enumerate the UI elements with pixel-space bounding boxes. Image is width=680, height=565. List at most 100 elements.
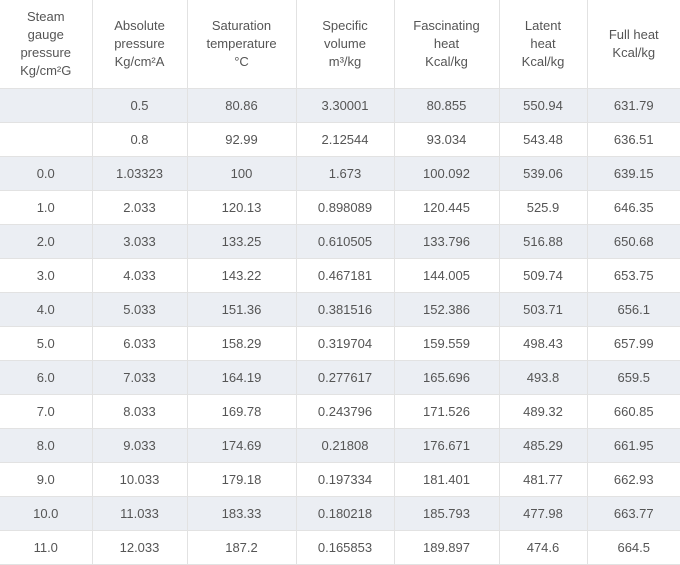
- column-header: Saturation temperature °C: [187, 0, 297, 89]
- table-cell: 631.79: [587, 88, 680, 123]
- table-cell: 2.12544: [296, 122, 395, 157]
- column-header-line: Kg/cm²A: [114, 54, 165, 69]
- column-header-line: gauge: [27, 27, 64, 42]
- table-cell: 0.898089: [296, 190, 395, 225]
- table-cell: 539.06: [499, 156, 588, 191]
- table-cell: 636.51: [587, 122, 680, 157]
- table-cell: 5.0: [0, 326, 93, 361]
- table-cell: 171.526: [394, 394, 500, 429]
- column-header: Full heat Kcal/kg: [587, 0, 680, 89]
- table-cell: 0.381516: [296, 292, 395, 327]
- table-cell: 474.6: [499, 530, 588, 565]
- table-cell: 11.033: [92, 496, 188, 531]
- column-header: Absolute pressure Kg/cm²A: [92, 0, 188, 89]
- table-cell: 179.18: [187, 462, 297, 497]
- table-cell: 9.0: [0, 462, 93, 497]
- table-cell: 664.5: [587, 530, 680, 565]
- table-cell: 550.94: [499, 88, 588, 123]
- table-row: 3.0 4.033 143.22 0.467181 144.005 509.74 653.7…: [0, 258, 680, 293]
- column-header-line: Latent: [524, 18, 562, 33]
- table-cell: 646.35: [587, 190, 680, 225]
- table-cell: 5.033: [92, 292, 188, 327]
- table-cell: 0.21808: [296, 428, 395, 463]
- table-cell: 189.897: [394, 530, 500, 565]
- column-header: Specific volume m³/kg: [296, 0, 395, 89]
- table-cell: 661.95: [587, 428, 680, 463]
- column-header-line: heat: [530, 36, 556, 51]
- table-cell: 181.401: [394, 462, 500, 497]
- table-row: 0.8 92.99 2.12544 93.034 543.48 636.51: [0, 122, 680, 157]
- column-header-line: Specific: [322, 18, 368, 33]
- table-cell: 489.32: [499, 394, 588, 429]
- table-cell: 144.005: [394, 258, 500, 293]
- table-cell: 493.8: [499, 360, 588, 395]
- table-row: 10.0 11.033 183.33 0.180218 185.793 477.98 663…: [0, 496, 680, 531]
- table-cell: 133.25: [187, 224, 297, 259]
- table-cell: 650.68: [587, 224, 680, 259]
- table-cell: 100.092: [394, 156, 500, 191]
- table-cell: 164.19: [187, 360, 297, 395]
- table-cell: 660.85: [587, 394, 680, 429]
- column-header-line: volume: [324, 36, 366, 51]
- column-header: Steam gauge pressure Kg/cm²G: [0, 0, 93, 89]
- table-cell: 6.0: [0, 360, 93, 395]
- table-row: 4.0 5.033 151.36 0.381516 152.386 503.71 656.1: [0, 292, 680, 327]
- table-row: 0.5 80.86 3.30001 80.855 550.94 631.79: [0, 88, 680, 123]
- table-cell: 3.033: [92, 224, 188, 259]
- table-row: 9.0 10.033 179.18 0.197334 181.401 481.77 662.…: [0, 462, 680, 497]
- column-header-line: Kcal/kg: [521, 54, 565, 69]
- table-cell: 503.71: [499, 292, 588, 327]
- table-cell: 187.2: [187, 530, 297, 565]
- table-cell: 0.319704: [296, 326, 395, 361]
- column-header-line: Saturation: [211, 18, 272, 33]
- table-row: 0.0 1.03323 100 1.673 100.092 539.06 639.15: [0, 156, 680, 191]
- table-cell: 92.99: [187, 122, 297, 157]
- table-cell: 151.36: [187, 292, 297, 327]
- column-header-line: Kcal/kg: [612, 45, 656, 60]
- table-cell: 0.5: [92, 88, 188, 123]
- table-cell: 0.467181: [296, 258, 395, 293]
- table-cell: 143.22: [187, 258, 297, 293]
- table-cell: 4.0: [0, 292, 93, 327]
- table-cell: 1.0: [0, 190, 93, 225]
- table-cell: 93.034: [394, 122, 500, 157]
- table-row: 5.0 6.033 158.29 0.319704 159.559 498.43 657.9…: [0, 326, 680, 361]
- column-header-line: Full heat: [608, 27, 659, 42]
- column-header: Fascinating heat Kcal/kg: [394, 0, 500, 89]
- table-cell: 8.0: [0, 428, 93, 463]
- table-cell: 100: [187, 156, 297, 191]
- table-cell: 662.93: [587, 462, 680, 497]
- table-cell: 656.1: [587, 292, 680, 327]
- table-cell: 9.033: [92, 428, 188, 463]
- table-cell: 159.559: [394, 326, 500, 361]
- column-header-line: pressure: [20, 45, 72, 60]
- table-cell: 481.77: [499, 462, 588, 497]
- table-cell: 0.8: [92, 122, 188, 157]
- table-cell: 0.277617: [296, 360, 395, 395]
- table-cell: [0, 88, 93, 123]
- table-cell: 4.033: [92, 258, 188, 293]
- column-header-line: pressure: [114, 36, 165, 51]
- table-cell: 12.033: [92, 530, 188, 565]
- table-cell: 80.86: [187, 88, 297, 123]
- table-cell: 2.033: [92, 190, 188, 225]
- table-cell: 639.15: [587, 156, 680, 191]
- column-header-line: Absolute: [114, 18, 165, 33]
- table-cell: 183.33: [187, 496, 297, 531]
- table-cell: 1.673: [296, 156, 395, 191]
- table-cell: 3.0: [0, 258, 93, 293]
- table-cell: 1.03323: [92, 156, 188, 191]
- table-cell: 133.796: [394, 224, 500, 259]
- table-cell: 477.98: [499, 496, 588, 531]
- table-row: 1.0 2.033 120.13 0.898089 120.445 525.9 646.35: [0, 190, 680, 225]
- table-header: Steam gauge pressure Kg/cm²G Absolute pressur…: [0, 0, 680, 89]
- column-header-line: Kg/cm²G: [20, 63, 72, 78]
- table-cell: 6.033: [92, 326, 188, 361]
- table-cell: 80.855: [394, 88, 500, 123]
- table-cell: 663.77: [587, 496, 680, 531]
- table-cell: 11.0: [0, 530, 93, 565]
- column-header-line: Fascinating: [413, 18, 480, 33]
- table-cell: 169.78: [187, 394, 297, 429]
- table-cell: 543.48: [499, 122, 588, 157]
